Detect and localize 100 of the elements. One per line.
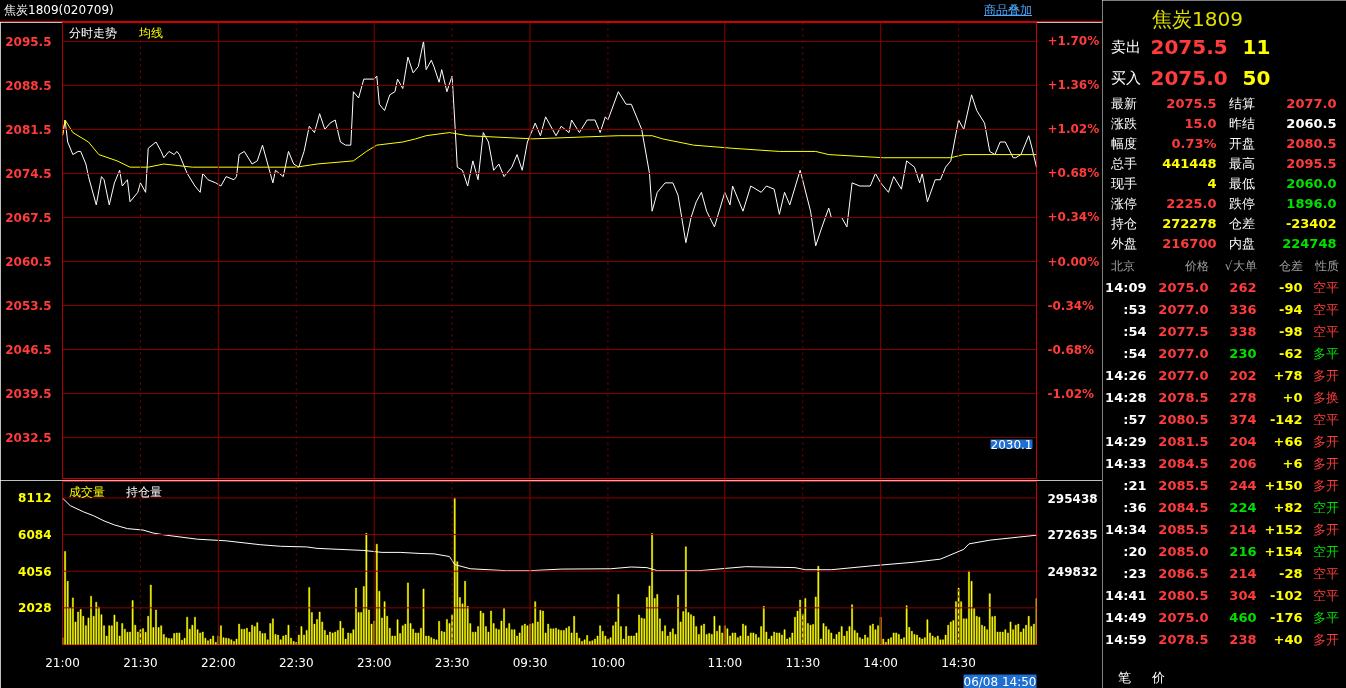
- text: 空平: [1312, 588, 1339, 603]
- text: -176: [1269, 610, 1303, 625]
- text: 空开: [1312, 500, 1339, 515]
- text: 278: [1229, 390, 1257, 405]
- text: 14:28: [1105, 390, 1147, 405]
- text: 214: [1229, 566, 1257, 581]
- text: 卖出: [1110, 37, 1141, 56]
- text: :36: [1123, 500, 1147, 515]
- text: 14:34: [1105, 522, 1147, 537]
- text: -23402: [1285, 216, 1337, 231]
- text: 1896.0: [1286, 196, 1337, 211]
- text: +150: [1264, 478, 1303, 493]
- y2-tick-label: -0.68%: [1047, 342, 1095, 357]
- text: -98: [1279, 324, 1303, 339]
- x-tick-label: 10:00: [590, 655, 626, 670]
- y2-tick-label: 272635: [1047, 528, 1098, 543]
- text: 230: [1229, 346, 1257, 361]
- text: 2225.0: [1166, 196, 1217, 211]
- y2-tick-label: +0.68%: [1047, 166, 1100, 181]
- text: 216: [1229, 544, 1257, 559]
- x-tick-label: 11:30: [785, 655, 821, 670]
- text: 多平: [1312, 346, 1339, 361]
- text: 2085.0: [1158, 544, 1209, 559]
- text: 仓差: [1228, 216, 1255, 231]
- text: 涨停: [1110, 196, 1137, 211]
- text: 多开: [1312, 632, 1339, 647]
- text: :53: [1123, 302, 1147, 317]
- text: 2077.5: [1158, 324, 1209, 339]
- x-tick-label: 23:00: [356, 655, 392, 670]
- text: +82: [1273, 500, 1303, 515]
- text: 持仓: [1110, 216, 1137, 231]
- text: 价格: [1183, 258, 1209, 273]
- text: 2080.5: [1158, 412, 1209, 427]
- text: 焦炭1809: [1152, 6, 1243, 31]
- text: 多开: [1312, 522, 1339, 537]
- y-tick-label: 2074.5: [5, 166, 52, 181]
- text: 2078.5: [1158, 390, 1209, 405]
- text: :57: [1123, 412, 1147, 427]
- text: +40: [1273, 632, 1303, 647]
- y-tick-label: 8112: [18, 491, 52, 506]
- y-tick-label: 4056: [18, 564, 52, 579]
- y-tick-label: 2088.5: [5, 78, 52, 93]
- y-tick-label: 2053.5: [5, 299, 52, 314]
- text: 4: [1207, 176, 1217, 191]
- y2-tick-label: 295438: [1047, 491, 1098, 506]
- text: 2085.5: [1158, 522, 1209, 537]
- text: 11: [1242, 34, 1271, 59]
- text: 买入: [1110, 68, 1141, 87]
- text: 昨结: [1228, 116, 1255, 131]
- text: 成交量: [68, 484, 105, 499]
- text: 空平: [1312, 412, 1339, 427]
- text: 内盘: [1228, 236, 1255, 251]
- text: 2084.5: [1158, 456, 1209, 471]
- text: 06/08 14:50: [963, 674, 1037, 688]
- text: -28: [1279, 566, 1303, 581]
- text: +78: [1273, 368, 1303, 383]
- x-tick-label: 23:30: [434, 655, 470, 670]
- annotation: 2030.1: [990, 437, 1033, 452]
- x-tick-label: 11:00: [707, 655, 743, 670]
- text: 338: [1229, 324, 1257, 339]
- text: 多换: [1312, 390, 1339, 405]
- y2-tick-label: 249832: [1047, 564, 1098, 579]
- text: 0.73%: [1171, 136, 1217, 151]
- text: 分时走势: [68, 25, 117, 40]
- text: 现手: [1110, 176, 1137, 191]
- y-tick-label: 2067.5: [5, 210, 52, 225]
- text: +152: [1264, 522, 1303, 537]
- text: 均线: [137, 25, 163, 40]
- text: 2060.5: [1286, 116, 1337, 131]
- text: 2081.5: [1158, 434, 1209, 449]
- text: 商品叠加: [984, 3, 1032, 18]
- x-tick-label: 21:30: [123, 655, 158, 670]
- text: 14:49: [1105, 610, 1147, 625]
- text: 结算: [1228, 96, 1255, 111]
- text: :23: [1123, 566, 1147, 581]
- text: 性质: [1313, 258, 1339, 273]
- y-tick-label: 2060.5: [5, 255, 52, 270]
- text: 2075.0: [1158, 280, 1209, 295]
- y2-tick-label: +0.34%: [1047, 210, 1100, 225]
- text: 空平: [1312, 302, 1339, 317]
- text: 涨跌: [1110, 116, 1137, 131]
- text: 2080.5: [1158, 588, 1209, 603]
- text: 202: [1229, 368, 1257, 383]
- text: 14:33: [1105, 456, 1147, 471]
- y2-tick-label: -1.02%: [1047, 386, 1095, 401]
- text: 216700: [1162, 236, 1217, 251]
- text: +154: [1264, 544, 1303, 559]
- text: 开盘: [1228, 136, 1255, 151]
- text: 460: [1229, 610, 1257, 625]
- text: 214: [1229, 522, 1257, 537]
- text: -142: [1269, 412, 1303, 427]
- text: +66: [1273, 434, 1303, 449]
- text: 空开: [1312, 544, 1339, 559]
- text: 仓差: [1278, 258, 1303, 273]
- y-tick-label: 2039.5: [5, 387, 52, 402]
- text: 多开: [1312, 456, 1339, 471]
- x-tick-label: 21:00: [45, 655, 80, 670]
- text: 最高: [1228, 156, 1255, 171]
- text: 224: [1229, 500, 1257, 515]
- x-tick-label: 22:30: [278, 655, 314, 670]
